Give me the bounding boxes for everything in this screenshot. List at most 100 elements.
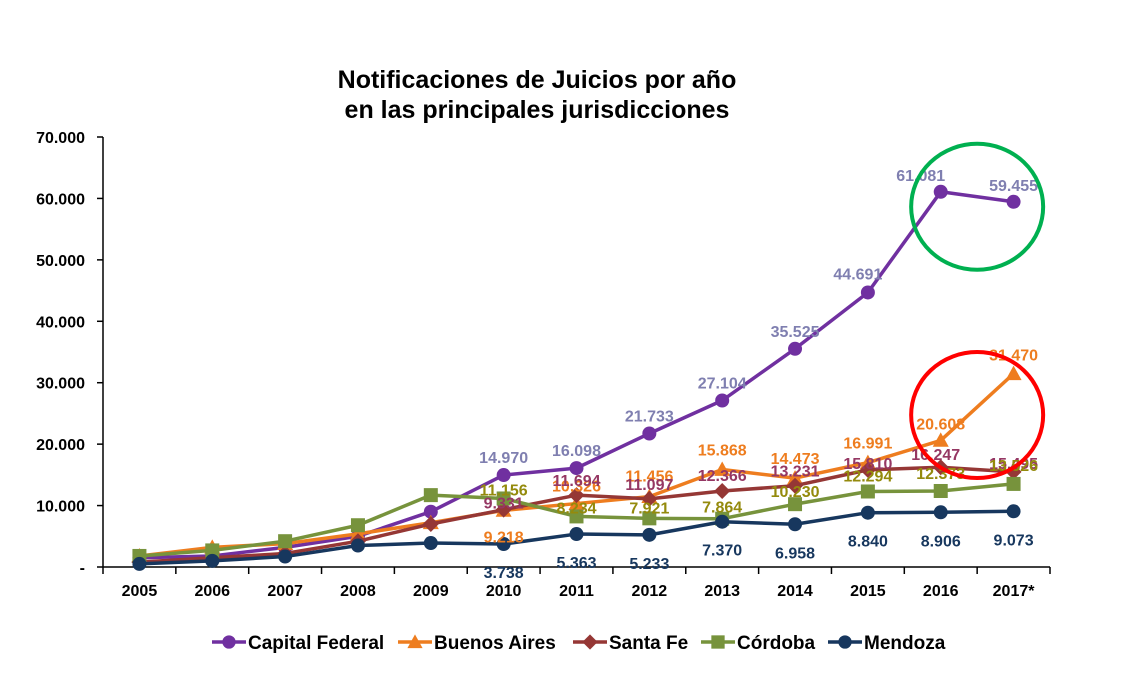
- data-point: [278, 534, 293, 549]
- data-label: 8.840: [848, 534, 888, 551]
- data-label: 7.864: [702, 500, 742, 517]
- x-tick-label: 2005: [122, 583, 158, 600]
- data-label: 11.456: [625, 469, 673, 486]
- data-label: 10.230: [771, 484, 820, 501]
- legend-label: Buenos Aires: [434, 633, 556, 654]
- data-label: 14.970: [479, 450, 528, 467]
- data-point: [1006, 476, 1021, 491]
- data-label: 20.608: [916, 416, 965, 433]
- data-label: 11.097: [625, 477, 673, 494]
- data-point: [933, 483, 948, 498]
- legend-item: Santa Fe: [573, 633, 688, 654]
- data-label: 21.733: [625, 408, 674, 425]
- data-point: [569, 509, 584, 524]
- data-label: 15.868: [698, 443, 747, 460]
- highlight-circle: [909, 350, 1046, 481]
- data-point: [933, 184, 948, 199]
- legend-label: Santa Fe: [609, 633, 688, 654]
- x-tick-label: 2016: [923, 583, 959, 600]
- data-point: [495, 501, 512, 518]
- data-point: [423, 488, 438, 503]
- x-tick-label: 2014: [777, 583, 813, 600]
- data-point: [423, 536, 438, 551]
- y-tick-label: 40.000: [36, 314, 85, 331]
- series-layer: [131, 184, 1022, 571]
- legend-marker: [838, 635, 852, 649]
- data-point: [932, 432, 949, 447]
- data-label: 8.234: [556, 500, 596, 517]
- legend-marker: [582, 634, 598, 650]
- data-point: [933, 505, 948, 520]
- highlight-circles: [909, 141, 1046, 481]
- data-label: 3.738: [484, 565, 524, 582]
- data-point: [787, 470, 804, 485]
- data-point: [349, 525, 366, 541]
- legend-marker: [711, 635, 725, 649]
- data-label: 9.218: [484, 529, 524, 546]
- data-point: [860, 285, 875, 300]
- x-tick-label: 2010: [486, 583, 522, 600]
- data-label: 9.331: [484, 496, 524, 513]
- data-point: [641, 490, 658, 507]
- data-point: [496, 491, 511, 506]
- data-point: [350, 538, 365, 553]
- legend: Capital Federal Buenos Aires Santa Fe Córdo…: [212, 633, 946, 654]
- legend-item: Buenos Aires: [398, 633, 556, 654]
- data-labels: 14.970 16.09821.73327.10435.52544.69161.0…: [479, 168, 1038, 582]
- data-point: [788, 517, 803, 532]
- data-point: [569, 461, 584, 476]
- data-point: [788, 341, 803, 356]
- data-point: [132, 556, 147, 571]
- x-tick-label: 2011: [559, 583, 594, 600]
- data-point: [788, 497, 803, 512]
- data-point: [423, 504, 438, 519]
- y-tick-label: 70.000: [36, 130, 85, 147]
- legend-item: Córdoba: [701, 633, 816, 654]
- x-tick-label: 2013: [704, 583, 740, 600]
- series-mendoza: [132, 504, 1021, 571]
- data-label: 35.525: [771, 324, 820, 341]
- data-label: 11.156: [480, 482, 528, 499]
- x-tick-label: 2015: [850, 583, 886, 600]
- data-label: 16.991: [843, 436, 892, 453]
- data-point: [642, 426, 657, 441]
- data-label: 7.370: [702, 543, 742, 560]
- x-tick-label: 2007: [267, 583, 303, 600]
- data-point: [350, 518, 365, 533]
- data-label: 16.098: [552, 443, 601, 460]
- data-label: 13.231: [771, 464, 820, 481]
- data-point: [496, 537, 511, 552]
- data-label: 31.470: [989, 348, 1038, 365]
- data-point: [1006, 194, 1021, 209]
- data-point: [278, 549, 293, 564]
- legend-label: Mendoza: [864, 633, 946, 654]
- data-label: 7.921: [629, 500, 669, 517]
- data-label: 5.363: [556, 555, 596, 572]
- data-point: [642, 511, 657, 526]
- data-label: 10.326: [552, 479, 601, 496]
- x-tick-label: 2008: [340, 583, 376, 600]
- data-point: [787, 477, 804, 494]
- data-point: [715, 514, 730, 529]
- data-label: 12.366: [698, 468, 747, 485]
- y-tick-label: 30.000: [36, 376, 85, 393]
- y-tick-label: 60.000: [36, 191, 85, 208]
- legend-item: Mendoza: [828, 633, 946, 654]
- y-tick-label: 20.000: [36, 437, 85, 454]
- data-label: 8.906: [921, 533, 961, 550]
- data-point: [568, 487, 585, 504]
- data-point: [715, 393, 730, 408]
- x-tick-label: 2006: [194, 583, 230, 600]
- data-point: [714, 483, 731, 500]
- series-c-rdoba: [132, 476, 1021, 563]
- data-label: 6.958: [775, 545, 815, 562]
- data-label: 12.373: [916, 466, 965, 483]
- axes: - 10.000 20.000 30.000 40.000 50.000 60.000 70.…: [36, 130, 1051, 600]
- data-point: [205, 553, 220, 568]
- legend-label: Capital Federal: [248, 633, 384, 654]
- data-label: 15.810: [843, 456, 892, 473]
- data-point: [422, 516, 439, 532]
- data-point: [205, 543, 220, 558]
- legend-marker: [407, 634, 423, 649]
